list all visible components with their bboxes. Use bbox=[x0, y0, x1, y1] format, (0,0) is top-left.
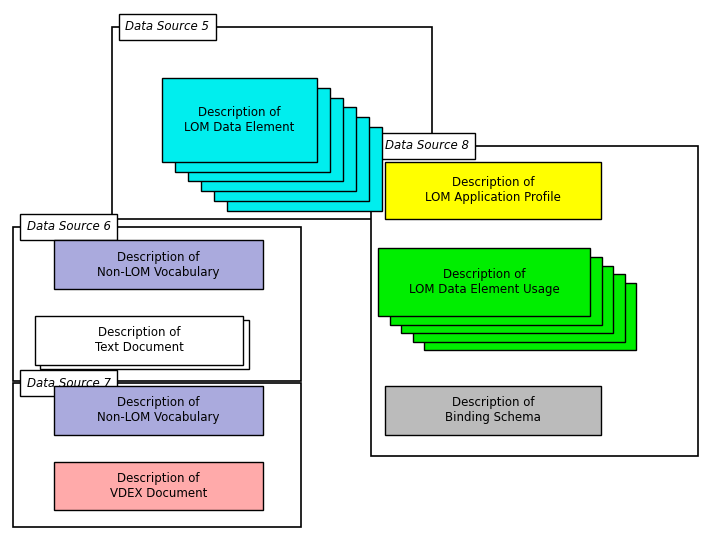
Bar bbox=[112, 27, 432, 219]
Text: Description of
Non-LOM Vocabulary: Description of Non-LOM Vocabulary bbox=[97, 251, 220, 279]
Bar bbox=[20, 370, 117, 396]
Bar bbox=[401, 266, 613, 333]
Text: Data Source 6: Data Source 6 bbox=[27, 220, 111, 233]
Bar bbox=[54, 386, 263, 435]
Bar bbox=[227, 127, 382, 211]
Bar bbox=[175, 88, 330, 172]
Bar bbox=[119, 14, 216, 40]
Bar bbox=[54, 462, 263, 510]
Bar bbox=[20, 214, 117, 240]
Bar bbox=[13, 227, 301, 381]
Bar bbox=[385, 162, 601, 219]
Bar bbox=[40, 320, 249, 369]
Bar bbox=[214, 117, 369, 201]
Bar bbox=[371, 146, 698, 456]
Text: Description of
Text Document: Description of Text Document bbox=[94, 326, 184, 354]
Bar bbox=[413, 274, 625, 342]
Text: Description of
LOM Data Element: Description of LOM Data Element bbox=[184, 106, 294, 134]
Text: Description of
LOM Data Element Usage: Description of LOM Data Element Usage bbox=[409, 268, 559, 296]
Text: Data Source 8: Data Source 8 bbox=[384, 139, 469, 152]
Bar bbox=[54, 240, 263, 289]
Bar bbox=[162, 78, 317, 162]
Text: Data Source 5: Data Source 5 bbox=[125, 21, 210, 33]
Bar bbox=[385, 386, 601, 435]
Bar bbox=[378, 248, 590, 316]
Bar bbox=[390, 257, 602, 325]
Bar bbox=[188, 98, 343, 181]
Text: Description of
LOM Application Profile: Description of LOM Application Profile bbox=[426, 177, 561, 204]
Bar bbox=[424, 283, 636, 350]
Bar bbox=[201, 107, 356, 191]
Bar bbox=[13, 383, 301, 526]
Text: Data Source 7: Data Source 7 bbox=[27, 377, 111, 390]
Text: Description of
VDEX Document: Description of VDEX Document bbox=[109, 472, 207, 500]
Text: Description of
Non-LOM Vocabulary: Description of Non-LOM Vocabulary bbox=[97, 396, 220, 424]
Text: Description of
Binding Schema: Description of Binding Schema bbox=[445, 396, 541, 424]
Bar bbox=[35, 316, 243, 364]
Bar bbox=[378, 133, 475, 159]
